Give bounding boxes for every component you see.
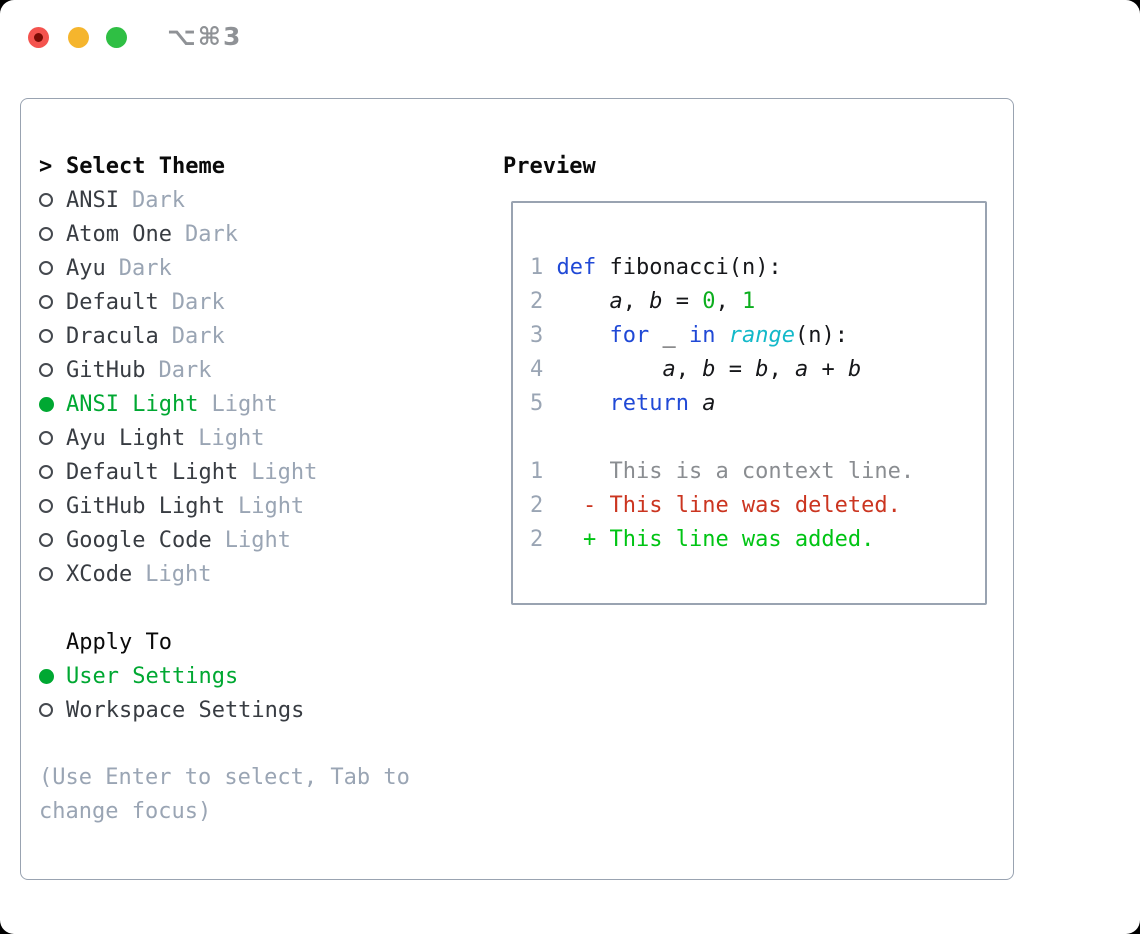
line-number: 3 — [530, 323, 557, 348]
theme-variant-label: Light — [224, 527, 291, 553]
window-titlebar: ⌥⌘3 — [0, 0, 1140, 74]
line-number: 5 — [530, 391, 557, 416]
code-line: 4 a, b = b, a + b — [530, 357, 862, 382]
radio-icon — [39, 465, 66, 479]
theme-option-ansi-light[interactable]: ANSI Light Light — [39, 387, 410, 421]
radio-icon — [39, 329, 66, 343]
theme-option-label: GitHub Light — [66, 493, 225, 519]
theme-variant-label: Light — [198, 425, 265, 451]
hint-line-2: change focus) — [39, 799, 212, 824]
radio-icon — [39, 227, 66, 241]
theme-option-ayu-light[interactable]: Ayu Light Light — [39, 421, 410, 455]
line-number: 4 — [530, 357, 557, 382]
theme-option-atom-one[interactable]: Atom One Dark — [39, 217, 410, 251]
code-line: 3 for _ in range(n): — [530, 323, 848, 348]
theme-option-github[interactable]: GitHub Dark — [39, 353, 410, 387]
select-theme-heading: > Select Theme — [39, 149, 410, 183]
radio-icon — [39, 261, 66, 275]
caret-icon: > — [39, 153, 53, 179]
theme-option-label: Dracula — [66, 323, 159, 349]
radio-icon — [39, 295, 66, 309]
close-button[interactable] — [28, 27, 49, 48]
theme-variant-label: Dark — [131, 187, 185, 213]
theme-option-label: XCode — [66, 561, 133, 587]
preview-box: 1 def fibonacci(n): 2 a, b = 0, 1 3 for _ … — [511, 201, 987, 605]
radio-icon — [39, 567, 66, 581]
theme-option-google-code[interactable]: Google Code Light — [39, 523, 410, 557]
code-line: 2 a, b = 0, 1 — [530, 289, 756, 314]
preview-heading: Preview — [503, 149, 596, 183]
diff-line: 1 This is a context line. — [530, 459, 915, 484]
theme-list: ANSI Dark Atom One Dark Ayu Dark Default Dark Dr… — [39, 183, 410, 591]
apply-to-list: User Settings Workspace Settings — [39, 659, 410, 727]
select-theme-title: Select Theme — [66, 153, 225, 179]
theme-variant-label: Light — [237, 493, 305, 519]
theme-option-label: ANSI — [66, 187, 119, 213]
hint-line-1: (Use Enter to select, Tab to — [39, 765, 410, 790]
line-number: 1 — [530, 459, 557, 484]
theme-selector: > Select Theme ANSI Dark Atom One Dark Ayu Da… — [39, 149, 410, 829]
apply-option-label: User Settings — [66, 663, 239, 689]
theme-option-xcode[interactable]: XCode Light — [39, 557, 410, 591]
spacer — [39, 591, 410, 625]
apply-to-heading: Apply To — [39, 625, 410, 659]
theme-variant-label: Dark — [184, 221, 238, 247]
apply-option-user-settings[interactable]: User Settings — [39, 659, 410, 693]
theme-option-dracula[interactable]: Dracula Dark — [39, 319, 410, 353]
radio-icon — [39, 703, 66, 717]
minimize-button[interactable] — [68, 27, 89, 48]
theme-variant-label: Dark — [118, 255, 172, 281]
line-number: 1 — [530, 255, 557, 280]
window-title: ⌥⌘3 — [167, 22, 243, 51]
theme-variant-label: Light — [251, 459, 318, 485]
unsaved-indicator-icon — [34, 33, 43, 42]
line-number: 2 — [530, 289, 557, 314]
theme-option-ansi[interactable]: ANSI Dark — [39, 183, 410, 217]
zoom-button[interactable] — [106, 27, 127, 48]
radio-selected-icon — [39, 668, 66, 684]
diff-line: 2 - This line was deleted. — [530, 493, 901, 518]
theme-option-label: Default Light — [66, 459, 239, 485]
theme-option-label: ANSI Light — [66, 391, 199, 417]
code-line: 5 return a — [530, 391, 716, 416]
diff-sample: 1 This is a context line. 2 - This line w… — [530, 455, 985, 557]
theme-variant-label: Dark — [171, 323, 225, 349]
theme-option-label: Atom One — [66, 221, 172, 247]
code-sample: 1 def fibonacci(n): 2 a, b = 0, 1 3 for _ … — [530, 251, 985, 421]
radio-icon — [39, 499, 66, 513]
theme-option-label: GitHub — [66, 357, 146, 383]
theme-option-label: Google Code — [66, 527, 212, 553]
radio-selected-icon — [39, 396, 66, 412]
hint-text: (Use Enter to select, Tab to change focu… — [39, 761, 410, 829]
spacer — [39, 727, 410, 761]
theme-option-label: Default — [66, 289, 159, 315]
theme-variant-label: Dark — [158, 357, 212, 383]
theme-variant-label: Light — [211, 391, 278, 417]
theme-picker-panel: > Select Theme ANSI Dark Atom One Dark Ayu Da… — [20, 98, 1014, 880]
apply-option-label: Workspace Settings — [66, 697, 305, 723]
apply-option-workspace-settings[interactable]: Workspace Settings — [39, 693, 410, 727]
radio-icon — [39, 533, 66, 547]
theme-option-label: Ayu — [66, 255, 106, 281]
diff-line: 2 + This line was added. — [530, 527, 875, 552]
theme-option-default-light[interactable]: Default Light Light — [39, 455, 410, 489]
radio-icon — [39, 363, 66, 377]
apply-to-title: Apply To — [66, 629, 172, 655]
theme-variant-label: Dark — [171, 289, 225, 315]
theme-option-ayu[interactable]: Ayu Dark — [39, 251, 410, 285]
line-number: 2 — [530, 493, 557, 518]
radio-icon — [39, 193, 66, 207]
preview-title: Preview — [503, 153, 596, 179]
theme-option-label: Ayu Light — [66, 425, 186, 451]
theme-option-default[interactable]: Default Dark — [39, 285, 410, 319]
line-number: 2 — [530, 527, 557, 552]
radio-icon — [39, 431, 66, 445]
theme-variant-label: Light — [145, 561, 212, 587]
code-line: 1 def fibonacci(n): — [530, 255, 782, 280]
theme-option-github-light[interactable]: GitHub Light Light — [39, 489, 410, 523]
